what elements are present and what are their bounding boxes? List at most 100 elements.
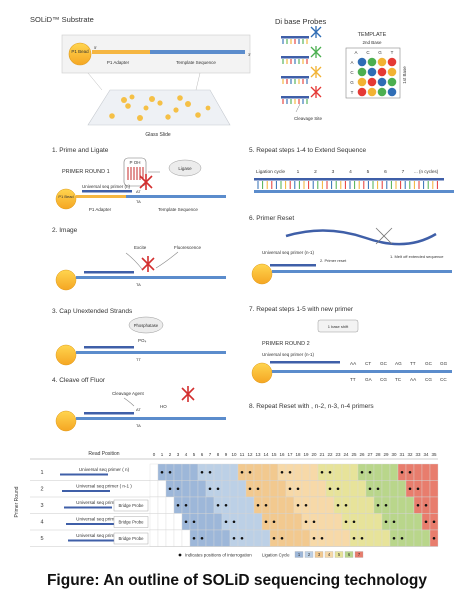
pair-top: GC bbox=[380, 361, 388, 366]
svg-text:Universal seq primer ( n-2 ): Universal seq primer ( n-2 ) bbox=[76, 500, 132, 505]
step1-duplex: P1 Bead AT TA bbox=[55, 188, 226, 210]
position-header: 24 bbox=[343, 452, 349, 457]
svg-text:5: 5 bbox=[40, 536, 43, 542]
position-header: 15 bbox=[271, 452, 277, 457]
svg-text:Bridge Probe: Bridge Probe bbox=[118, 503, 144, 508]
position-header: 19 bbox=[303, 452, 309, 457]
three-prime-label: 3' bbox=[248, 52, 251, 57]
step-5-title: 5. Repeat steps 1-4 to Extend Sequence bbox=[249, 147, 366, 154]
step3-duplex: TT bbox=[55, 344, 226, 366]
position-header: 30 bbox=[391, 452, 397, 457]
position-header: 3 bbox=[177, 452, 180, 457]
position-header: 14 bbox=[263, 452, 269, 457]
probe-1 bbox=[281, 26, 322, 44]
primer-round-2-label: PRIMER ROUND 2 bbox=[262, 341, 310, 347]
second-base-label: 2nd Base bbox=[362, 40, 382, 45]
n-cycles-label: ... (n cycles) bbox=[414, 169, 439, 174]
svg-text:TA: TA bbox=[136, 199, 141, 204]
fluor-star-icon bbox=[139, 174, 153, 190]
svg-text:A: A bbox=[354, 50, 357, 55]
melted-strand bbox=[285, 229, 437, 246]
ligation-cycle-numbers: 1 2 3 4 5 6 7 bbox=[297, 169, 405, 175]
svg-text:TA: TA bbox=[136, 282, 141, 287]
position-header: 6 bbox=[201, 452, 204, 457]
position-header: 18 bbox=[295, 452, 301, 457]
pair-top: GG bbox=[440, 361, 448, 366]
svg-text:Universal seq primer ( n): Universal seq primer ( n) bbox=[79, 467, 130, 472]
position-header: 33 bbox=[415, 452, 421, 457]
cycle-number: 7 bbox=[402, 169, 405, 175]
position-header: 11 bbox=[240, 452, 245, 457]
cycle-number: 2 bbox=[314, 169, 317, 175]
ligase-enzyme: Ligase bbox=[168, 159, 202, 177]
svg-text:AT: AT bbox=[136, 189, 141, 194]
glass-slide-label: Glass Slide bbox=[145, 132, 171, 138]
matrix-cell bbox=[377, 77, 387, 87]
excite-arrow-icon bbox=[125, 252, 143, 270]
svg-text:6: 6 bbox=[348, 552, 351, 557]
probe-4 bbox=[281, 86, 322, 104]
table-row: 5 Universal seq primer ( n-4 )Bridge Prob… bbox=[30, 529, 439, 547]
position-header: 28 bbox=[375, 452, 381, 457]
matrix-cell bbox=[357, 87, 367, 97]
probe-3 bbox=[281, 66, 322, 84]
svg-text:TA: TA bbox=[136, 423, 141, 428]
svg-text:C: C bbox=[366, 50, 370, 55]
pair-bottom: GA bbox=[365, 377, 373, 382]
probe-star-icon bbox=[310, 66, 322, 78]
melt-cross-icon bbox=[375, 227, 393, 245]
pair-top: AA bbox=[350, 361, 357, 366]
svg-text:Bridge Probe: Bridge Probe bbox=[118, 536, 144, 541]
primer-reset-label: 2. Primer reset bbox=[320, 258, 347, 263]
pair-top: TT bbox=[410, 361, 416, 366]
position-header: 31 bbox=[399, 452, 405, 457]
position-header: 7 bbox=[209, 452, 212, 457]
svg-text:1 base shift: 1 base shift bbox=[328, 324, 349, 329]
position-header: 16 bbox=[279, 452, 285, 457]
matrix-cell bbox=[377, 87, 387, 97]
matrix-cell bbox=[357, 57, 367, 67]
step-3-title: 3. Cap Unextended Strands bbox=[52, 308, 133, 315]
template-matrix-title: TEMPLATE bbox=[358, 32, 387, 38]
excite-label: Excite bbox=[134, 245, 147, 250]
position-header: 29 bbox=[383, 452, 389, 457]
svg-text:2: 2 bbox=[308, 552, 311, 557]
svg-text:2: 2 bbox=[40, 487, 43, 493]
probes-title: Di base Probes bbox=[275, 17, 327, 26]
position-header: 32 bbox=[407, 452, 413, 457]
svg-text:Universal seq primer ( n-4 ): Universal seq primer ( n-4 ) bbox=[76, 533, 132, 538]
step2-star-icon bbox=[141, 256, 155, 272]
cycle-number: 1 bbox=[297, 169, 300, 175]
position-header: 8 bbox=[217, 452, 220, 457]
step6-primer-label: Universal seq primer (n-1) bbox=[262, 250, 315, 255]
position-header: 22 bbox=[327, 452, 333, 457]
svg-text:G: G bbox=[350, 80, 354, 85]
cleavage-site-label: Cleavage Site bbox=[294, 116, 323, 121]
svg-text:TT: TT bbox=[136, 357, 141, 362]
svg-text:C: C bbox=[350, 70, 354, 75]
svg-text:Ligase: Ligase bbox=[178, 166, 192, 171]
step1-adapter-label: P1 Adapter bbox=[89, 207, 112, 212]
cleavage-agent-label: Cleavage Agent bbox=[112, 391, 145, 396]
primer-round-1-label: PRIMER ROUND 1 bbox=[62, 169, 110, 175]
cycle-number: 5 bbox=[367, 169, 370, 175]
step-7-title: 7. Repeat steps 1-5 with new primer bbox=[249, 306, 354, 313]
primer-round-axis-label: Primer Round bbox=[14, 486, 20, 517]
slide-beads bbox=[109, 94, 211, 121]
table-row: 3 Universal seq primer ( n-2 )Bridge Prob… bbox=[30, 496, 439, 514]
pair-top: GC bbox=[425, 361, 433, 366]
read-position-label: Read Position bbox=[88, 451, 119, 457]
substrate-title: SOLiD™ Substrate bbox=[30, 15, 94, 24]
svg-text:Indicates positions of interro: Indicates positions of interrogation bbox=[185, 553, 252, 558]
svg-text:1: 1 bbox=[40, 470, 43, 476]
matrix-cell bbox=[367, 67, 377, 77]
position-header: 2 bbox=[169, 452, 172, 457]
probe-star-icon bbox=[310, 26, 322, 38]
melt-off-label: 1. Melt off extended sequence bbox=[390, 254, 444, 259]
matrix-cell bbox=[387, 67, 397, 77]
position-header: 10 bbox=[231, 452, 237, 457]
matrix-cell bbox=[357, 67, 367, 77]
cycle-number: 6 bbox=[384, 169, 387, 175]
position-header: 0 bbox=[153, 452, 156, 457]
